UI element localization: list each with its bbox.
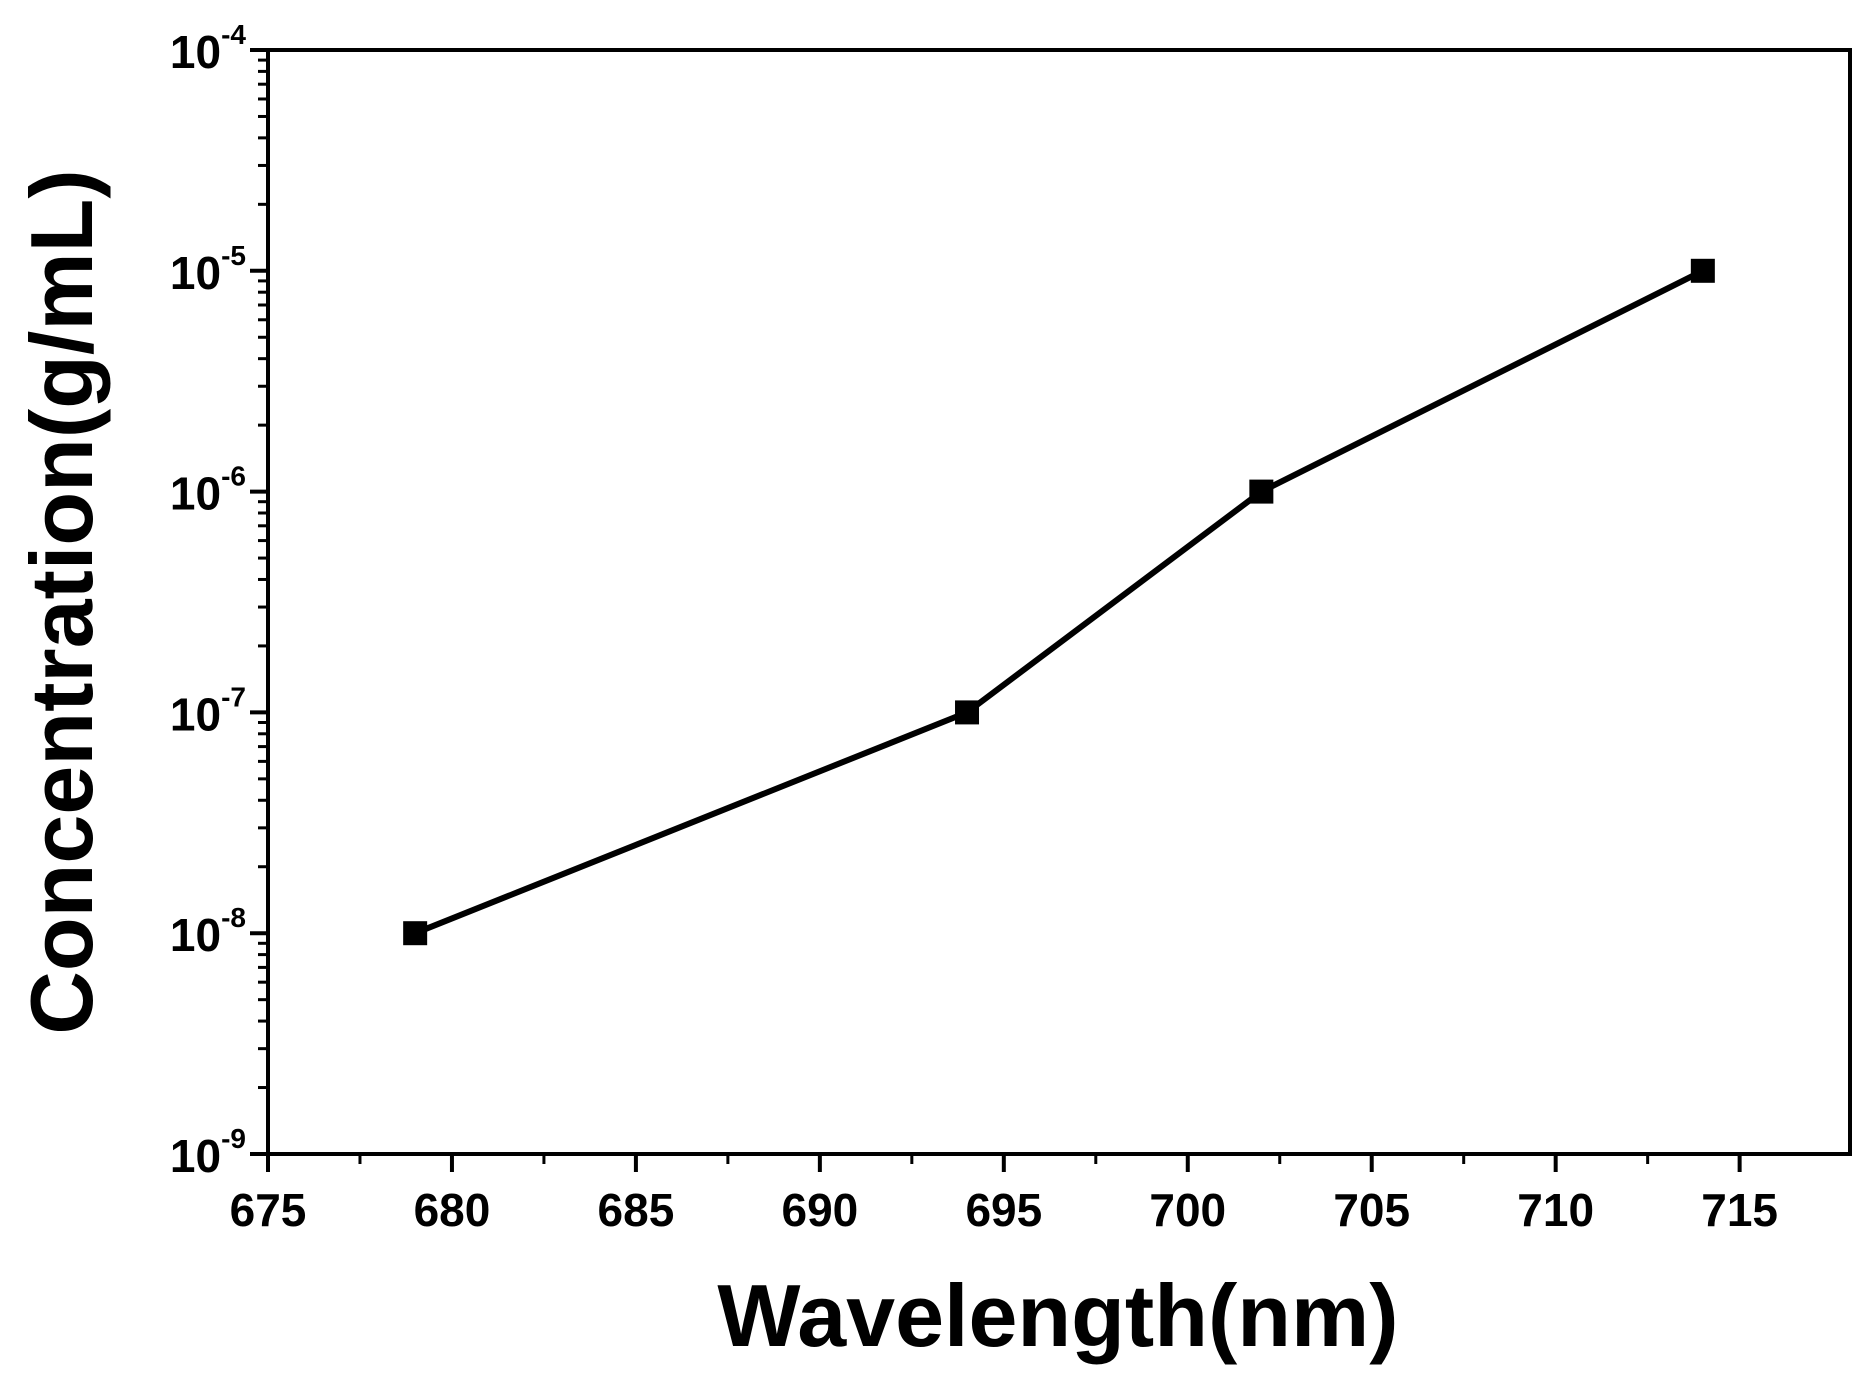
x-axis-ticks: 675 680 685 690 695 700 705 710 715 [230, 1154, 1778, 1236]
y-tick-label: 10-5 [170, 240, 246, 299]
data-point-marker [1690, 258, 1715, 283]
series-line [414, 268, 1705, 936]
x-tick-label: 680 [414, 1184, 491, 1236]
y-tick-label: 10-8 [170, 902, 246, 961]
y-tick-label: 10-4 [170, 19, 246, 78]
data-point-marker [1249, 479, 1274, 504]
y-tick-exponent: -5 [221, 240, 246, 271]
y-tick-exponent: -9 [221, 1123, 246, 1154]
y-tick-base: 10 [170, 688, 221, 740]
x-axis-title: Wavelength(nm) [717, 1266, 1398, 1365]
data-series [403, 258, 1715, 946]
y-tick-base: 10 [170, 247, 221, 299]
y-tick-base: 10 [170, 1130, 221, 1182]
x-tick-label: 690 [781, 1184, 858, 1236]
x-tick-label: 695 [965, 1184, 1042, 1236]
y-tick-exponent: -6 [221, 461, 246, 492]
y-axis-title: Concentration(g/mL) [12, 169, 111, 1034]
y-tick-exponent: -8 [221, 902, 246, 933]
y-tick-exponent: -4 [221, 19, 246, 50]
x-tick-label: 705 [1333, 1184, 1410, 1236]
x-tick-label: 710 [1517, 1184, 1594, 1236]
y-tick-label: 10-6 [170, 461, 246, 520]
y-tick-label: 10-7 [170, 681, 246, 740]
y-tick-base: 10 [170, 26, 221, 78]
x-tick-label: 700 [1149, 1184, 1226, 1236]
data-point-marker [955, 700, 980, 725]
y-tick-base: 10 [170, 468, 221, 520]
y-tick-exponent: -7 [221, 681, 246, 712]
plot-frame [266, 48, 1852, 1156]
data-point-marker [403, 921, 428, 946]
y-axis-ticks: 10-910-810-710-610-510-4 [170, 19, 268, 1182]
y-tick-label: 10-9 [170, 1123, 246, 1182]
x-tick-label: 685 [598, 1184, 675, 1236]
x-tick-label: 675 [230, 1184, 307, 1236]
y-tick-base: 10 [170, 909, 221, 961]
x-tick-label: 715 [1701, 1184, 1778, 1236]
